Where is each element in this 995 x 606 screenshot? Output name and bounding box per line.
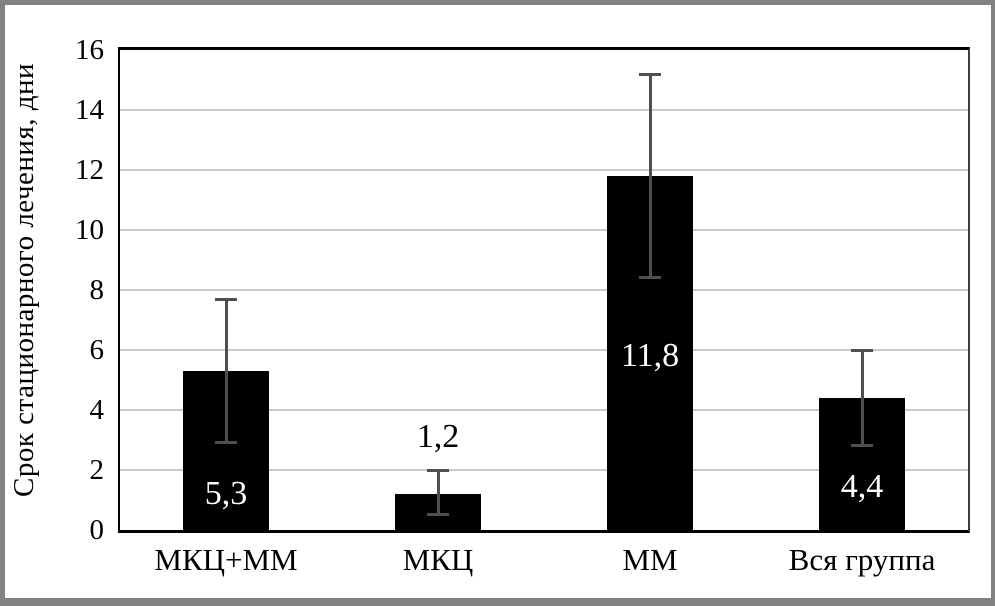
x-category-label: МКЦ+ММ (154, 542, 298, 577)
value-label: 11,8 (620, 337, 680, 374)
error-bar-cap-top (639, 73, 661, 76)
gridline (120, 469, 968, 471)
x-category-label: Вся группа (788, 542, 936, 577)
gridline (120, 409, 968, 411)
y-axis-title: Срок стационарного лечения, дни (8, 62, 40, 498)
error-bar-line (436, 470, 440, 515)
gridline (120, 349, 968, 351)
error-bar-line (224, 299, 228, 443)
error-bar-cap-top (427, 469, 449, 472)
gridline (120, 109, 968, 111)
y-tick-label: 12 (75, 154, 104, 186)
gridline (120, 169, 968, 171)
error-bar-cap-top (851, 349, 873, 352)
y-tick-label: 4 (89, 394, 105, 426)
gridline (120, 289, 968, 291)
y-tick-label: 2 (89, 454, 105, 486)
y-tick-label: 0 (89, 514, 105, 546)
error-bar-cap-top (215, 298, 237, 301)
error-bar-cap-bottom (851, 444, 873, 447)
error-bar-line (860, 350, 864, 446)
error-bar-line (648, 74, 652, 278)
y-tick-label: 14 (75, 94, 104, 126)
value-label: 4,4 (840, 467, 884, 505)
error-bar-cap-bottom (215, 441, 237, 444)
y-tick-label: 16 (75, 34, 104, 66)
error-bar-cap-bottom (639, 276, 661, 279)
y-tick-label: 8 (89, 274, 105, 306)
value-label: 1,2 (416, 418, 460, 455)
x-category-label: МКЦ (402, 542, 474, 577)
y-tick-label: 6 (89, 334, 105, 366)
error-bar-cap-bottom (427, 513, 449, 516)
x-category-label: ММ (622, 542, 678, 577)
y-tick-label: 10 (75, 214, 104, 246)
gridline (120, 229, 968, 231)
value-label: 5,3 (204, 475, 248, 512)
